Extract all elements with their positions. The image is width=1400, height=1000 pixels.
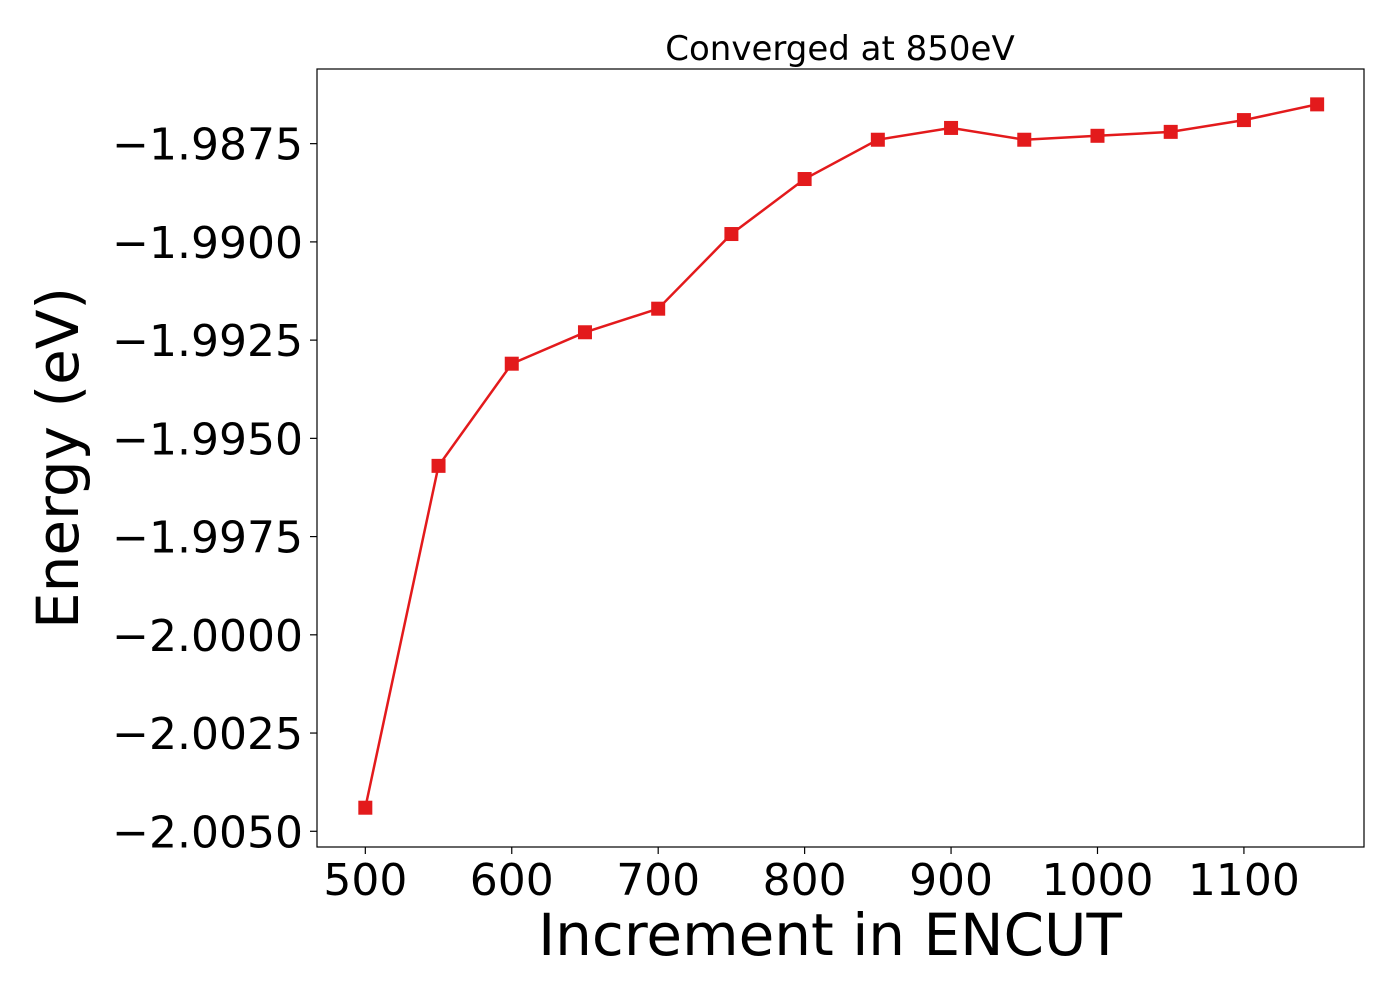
y-tick-label: −1.9900 [112, 218, 303, 269]
data-point-marker [724, 227, 739, 242]
x-tick-label: 600 [470, 855, 554, 906]
y-axis-title: Energy (eV) [24, 287, 92, 629]
data-point-marker [1163, 124, 1178, 139]
y-tick-label: −2.0000 [112, 611, 303, 662]
data-point-marker [1090, 128, 1105, 143]
x-tick-label: 1100 [1188, 855, 1300, 906]
data-point-marker [1310, 97, 1325, 112]
x-tick-label: 800 [763, 855, 847, 906]
data-point-marker [577, 325, 592, 340]
data-point-marker [651, 301, 666, 316]
data-point-marker [504, 356, 519, 371]
x-tick-label: 500 [323, 855, 407, 906]
x-tick-label: 900 [909, 855, 993, 906]
y-tick-label: −2.0025 [112, 709, 303, 760]
data-point-marker [797, 172, 812, 187]
series-layer [358, 97, 1325, 815]
x-tick-label: 700 [616, 855, 700, 906]
x-axis: 500 600 700 800 900 1000 1100 [323, 847, 1300, 906]
data-point-marker [870, 132, 885, 147]
chart-title: Converged at 850eV [665, 29, 1014, 69]
y-tick-label: −1.9975 [112, 513, 303, 564]
x-tick-label: 1000 [1041, 855, 1153, 906]
data-point-marker [1236, 113, 1251, 128]
data-point-marker [431, 458, 446, 473]
x-axis-title: Increment in ENCUT [538, 901, 1122, 969]
data-point-marker [358, 800, 373, 815]
series-line [364, 103, 1318, 808]
data-point-marker [1017, 132, 1032, 147]
y-axis: −1.9875 −1.9900 −1.9925 −1.9950 −1.9975 −2.00… [112, 120, 317, 858]
data-point-marker [944, 120, 959, 135]
plot-frame [316, 68, 1365, 848]
y-tick-label: −1.9875 [112, 120, 303, 171]
y-tick-label: −2.0050 [112, 807, 303, 858]
y-tick-label: −1.9925 [112, 316, 303, 367]
y-tick-label: −1.9950 [112, 414, 303, 465]
